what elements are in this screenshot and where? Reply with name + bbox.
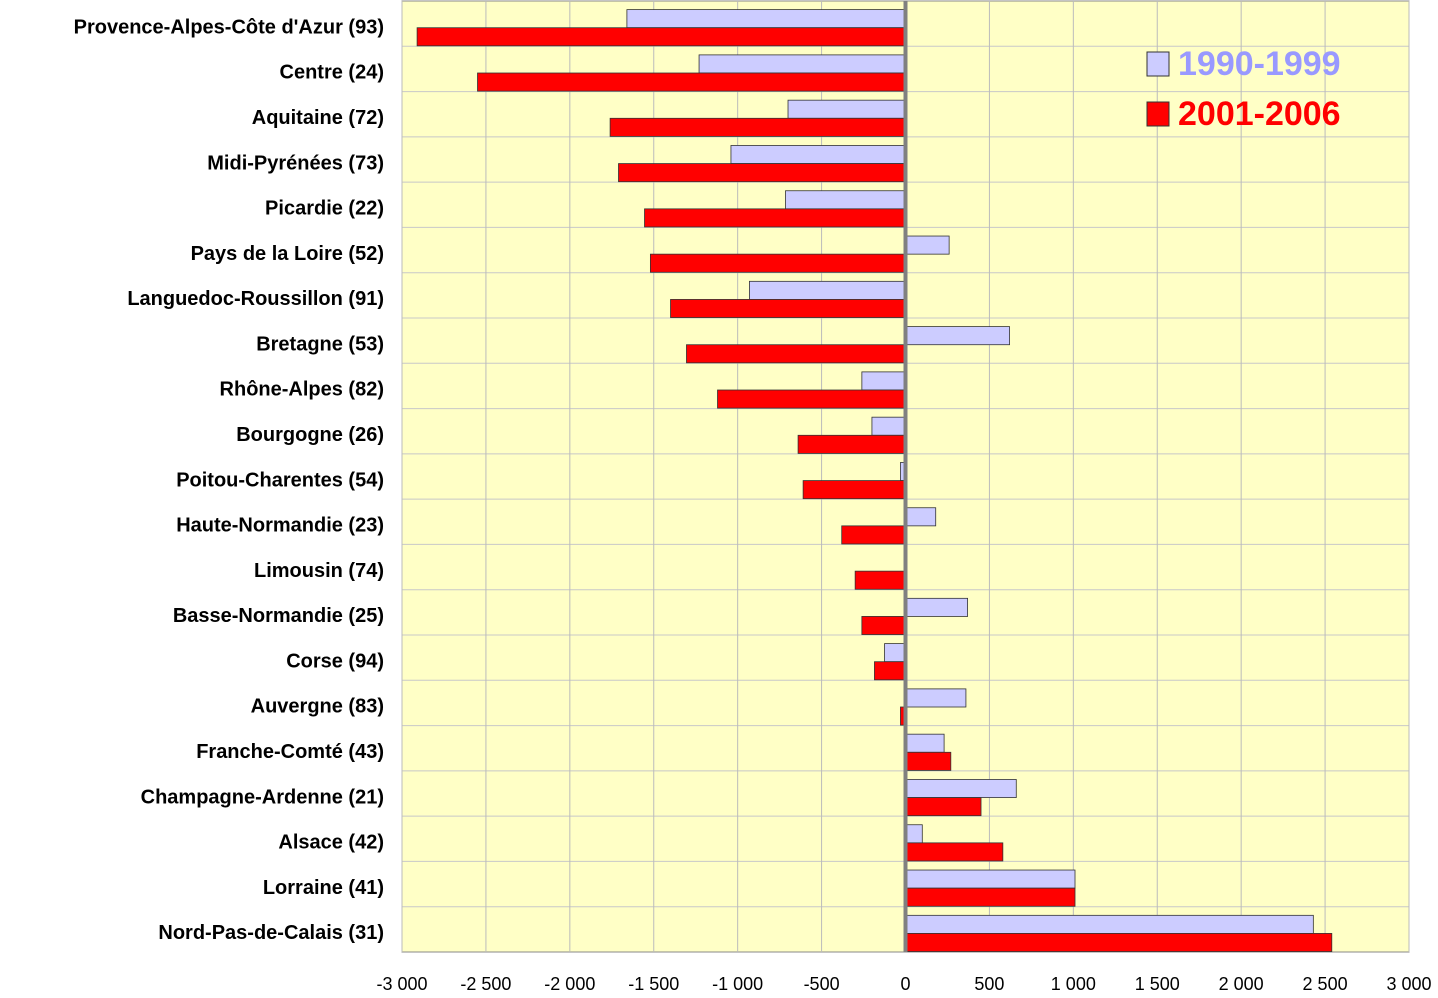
legend-label: 2001-2006 <box>1178 95 1341 133</box>
bar <box>785 190 906 210</box>
category-label: Corse (94) <box>286 650 384 672</box>
bar <box>686 344 906 364</box>
category-label: Rhône-Alpes (82) <box>220 379 384 401</box>
bar <box>905 887 1076 907</box>
bar <box>905 235 950 255</box>
legend-swatch <box>1146 51 1170 77</box>
category-label: Bretagne (53) <box>256 333 384 355</box>
bar <box>905 869 1076 889</box>
category-label: Lorraine (41) <box>263 877 384 899</box>
bar <box>905 914 1314 934</box>
category-label: Basse-Normandie (25) <box>173 605 384 627</box>
bar <box>416 27 906 47</box>
bar <box>905 824 923 844</box>
bar <box>730 145 906 164</box>
bar <box>749 280 906 300</box>
bar <box>905 751 952 771</box>
x-tick-label: -1 500 <box>628 974 679 993</box>
category-label: Poitou-Charentes (54) <box>176 469 384 491</box>
x-tick-label: 500 <box>974 974 1004 993</box>
bar <box>884 643 906 663</box>
bar <box>905 933 1333 952</box>
bar <box>618 163 906 183</box>
category-label: Languedoc-Roussillon (91) <box>127 288 384 310</box>
category-label: Limousin (74) <box>254 560 384 582</box>
bar <box>854 570 906 590</box>
category-label: Provence-Alpes-Côte d'Azur (93) <box>74 16 384 38</box>
x-tick-label: 1 000 <box>1051 974 1096 993</box>
bar <box>670 299 906 318</box>
category-label: Bourgogne (26) <box>236 424 384 446</box>
bar <box>802 480 906 500</box>
category-label: Franche-Comté (43) <box>196 741 384 763</box>
x-tick-label: 2 500 <box>1303 974 1348 993</box>
category-label: Picardie (22) <box>265 198 384 220</box>
bar <box>841 525 906 545</box>
category-label: Champagne-Ardenne (21) <box>141 786 384 808</box>
legend-swatch <box>1146 101 1170 127</box>
legend-label: 1990-1999 <box>1178 45 1341 83</box>
bar <box>905 688 967 708</box>
bar <box>905 733 945 753</box>
category-label: Nord-Pas-de-Calais (31) <box>158 922 384 944</box>
category-label: Haute-Normandie (23) <box>176 515 384 537</box>
bar <box>905 326 1010 346</box>
x-tick-label: 1 500 <box>1135 974 1180 993</box>
bar <box>874 661 906 681</box>
category-label: Auvergne (83) <box>251 696 384 718</box>
category-label: Midi-Pyrénées (73) <box>207 152 384 174</box>
bar <box>644 208 906 228</box>
x-tick-label: -1 000 <box>712 974 763 993</box>
bar <box>797 434 906 454</box>
bar <box>698 54 906 74</box>
x-tick-label: -3 000 <box>376 974 427 993</box>
bar <box>905 597 968 617</box>
x-tick-label: -2 500 <box>460 974 511 993</box>
x-tick-label: 3 000 <box>1386 974 1431 993</box>
bar <box>861 616 906 635</box>
bar <box>905 797 982 817</box>
bar <box>649 253 906 273</box>
bar <box>905 507 937 527</box>
bar <box>626 9 906 29</box>
bar <box>871 416 906 436</box>
bar <box>477 72 906 92</box>
category-label: Centre (24) <box>280 62 384 84</box>
x-tick-label: -500 <box>804 974 840 993</box>
category-label: Pays de la Loire (52) <box>191 243 384 265</box>
bar <box>905 779 1017 798</box>
bar <box>861 371 906 391</box>
x-tick-label: -2 000 <box>544 974 595 993</box>
bar <box>717 389 906 409</box>
bar <box>905 842 1004 862</box>
x-tick-label: 0 <box>900 974 910 993</box>
bar <box>609 117 906 137</box>
category-label: Aquitaine (72) <box>252 107 384 129</box>
bar <box>787 99 906 119</box>
category-label: Alsace (42) <box>278 832 384 854</box>
x-tick-label: 2 000 <box>1219 974 1264 993</box>
